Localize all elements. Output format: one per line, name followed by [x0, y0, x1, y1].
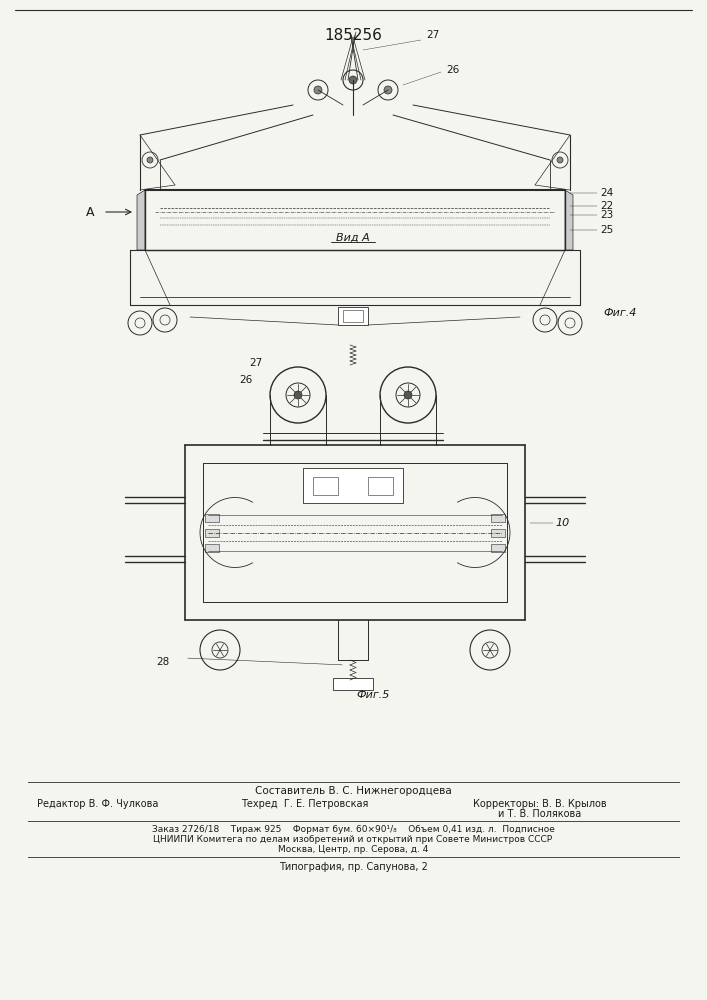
Text: Корректоры: В. В. Крылов: Корректоры: В. В. Крылов [473, 799, 607, 809]
Text: Фиг.4: Фиг.4 [603, 308, 637, 318]
Text: 28: 28 [156, 657, 170, 667]
Circle shape [349, 76, 357, 84]
Text: Заказ 2726/18    Тираж 925    Формат бум. 60×90¹/₈    Объем 0,41 изд. л.  Подпис: Заказ 2726/18 Тираж 925 Формат бум. 60×9… [151, 826, 554, 834]
Text: Москва, Центр, пр. Серова, д. 4: Москва, Центр, пр. Серова, д. 4 [278, 846, 428, 854]
Text: Типография, пр. Сапунова, 2: Типография, пр. Сапунова, 2 [279, 862, 428, 872]
Text: 26: 26 [240, 375, 252, 385]
Bar [333, 678, 373, 690]
Text: 24: 24 [600, 188, 614, 198]
Text: 25: 25 [600, 225, 614, 235]
Text: и Т. В. Полякова: и Т. В. Полякова [498, 809, 582, 819]
Text: Редактор В. Ф. Чулкова: Редактор В. Ф. Чулкова [37, 799, 158, 809]
Text: A: A [86, 206, 94, 219]
Text: Составитель В. С. Нижнегородцева: Составитель В. С. Нижнегородцева [255, 786, 451, 796]
Circle shape [404, 391, 412, 399]
Text: 185256: 185256 [324, 28, 382, 43]
Circle shape [294, 391, 302, 399]
Polygon shape [565, 190, 573, 250]
Polygon shape [137, 190, 145, 250]
Text: 22: 22 [600, 201, 614, 211]
Circle shape [384, 86, 392, 94]
Text: Техред  Г. Е. Петровская: Техред Г. Е. Петровская [241, 799, 368, 809]
Bar [491, 514, 505, 522]
Bar [491, 528, 505, 536]
Bar [491, 544, 505, 552]
Bar [368, 477, 393, 495]
Bar [205, 544, 219, 552]
Bar [303, 468, 403, 503]
Bar [343, 310, 363, 322]
Circle shape [147, 157, 153, 163]
Bar [338, 307, 368, 325]
Text: ЦНИИПИ Комитега по делам изобретений и открытий при Совете Министров СССР: ЦНИИПИ Комитега по делам изобретений и о… [153, 836, 553, 844]
Circle shape [314, 86, 322, 94]
Text: Фиг.5: Фиг.5 [356, 690, 390, 700]
Text: 27: 27 [250, 358, 262, 368]
Text: 27: 27 [426, 30, 440, 40]
Text: 26: 26 [446, 65, 460, 75]
Bar [313, 477, 338, 495]
Circle shape [557, 157, 563, 163]
Text: 10: 10 [556, 518, 570, 528]
Bar [205, 514, 219, 522]
Text: 23: 23 [600, 210, 614, 220]
Text: Вид A: Вид A [336, 233, 370, 243]
Bar [205, 528, 219, 536]
